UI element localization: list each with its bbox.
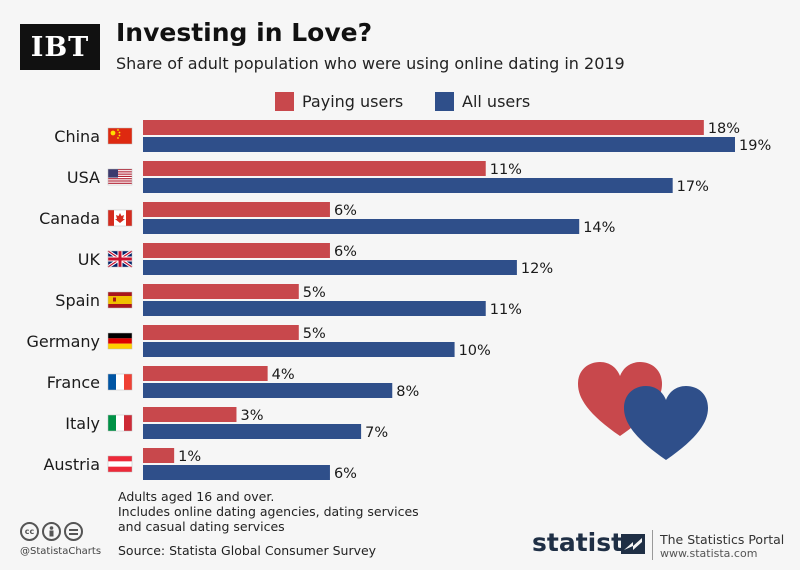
italy-flag-icon <box>107 414 133 432</box>
value-label-paying-usa: 11% <box>490 162 522 178</box>
legend-swatch-paying <box>275 92 294 111</box>
bar-paying-austria <box>143 448 175 463</box>
bar-all-germany <box>143 342 455 357</box>
category-label-france: France <box>47 373 100 392</box>
chart-subtitle: Share of adult population who were using… <box>116 54 625 73</box>
legend-label-paying: Paying users <box>302 92 404 111</box>
legend-item-paying: Paying users <box>275 92 403 111</box>
value-label-all-uk: 12% <box>521 261 553 277</box>
legend-swatch-all <box>435 92 454 111</box>
category-label-spain: Spain <box>55 291 100 310</box>
value-label-all-austria: 6% <box>334 466 357 482</box>
value-label-all-china: 19% <box>739 138 771 154</box>
statista-handle: @StatistaCharts <box>20 546 102 557</box>
chart-title: Investing in Love? <box>116 18 373 47</box>
no-derivatives-icon <box>64 522 83 541</box>
category-label-china: China <box>54 127 100 146</box>
value-label-paying-spain: 5% <box>303 285 326 301</box>
value-label-paying-germany: 5% <box>303 326 326 342</box>
bar-all-canada <box>143 219 580 234</box>
cc-icon: cc <box>20 522 39 541</box>
bar-all-usa <box>143 178 673 193</box>
bar-all-austria <box>143 465 330 480</box>
value-label-paying-france: 4% <box>272 367 295 383</box>
bar-all-spain <box>143 301 486 316</box>
france-flag-icon <box>107 373 133 391</box>
hearts-icon <box>578 362 708 460</box>
bar-paying-china <box>143 120 704 135</box>
bar-all-china <box>143 137 735 152</box>
canada-flag-icon <box>107 209 133 227</box>
category-label-uk: UK <box>78 250 101 269</box>
attribution-icon <box>42 522 61 541</box>
category-label-germany: Germany <box>26 332 100 351</box>
value-label-paying-italy: 3% <box>240 408 263 424</box>
bar-paying-canada <box>143 202 330 217</box>
license-icons: cc <box>20 522 83 541</box>
germany-flag-icon <box>107 332 133 350</box>
footnote-line-3: and casual dating services <box>118 519 285 534</box>
bar-all-italy <box>143 424 362 439</box>
value-label-all-france: 8% <box>396 384 419 400</box>
footnote-line-2: Includes online dating agencies, dating … <box>118 504 419 519</box>
legend-label-all: All users <box>462 92 531 111</box>
category-label-italy: Italy <box>65 414 100 433</box>
legend-item-all: All users <box>435 92 530 111</box>
bar-paying-germany <box>143 325 299 340</box>
bar-paying-italy <box>143 407 237 422</box>
brand-divider <box>652 530 653 560</box>
category-label-usa: USA <box>67 168 100 187</box>
uk-flag-icon <box>107 249 133 269</box>
bar-all-france <box>143 383 393 398</box>
value-label-all-usa: 17% <box>677 179 709 195</box>
category-label-austria: Austria <box>43 455 100 474</box>
footnote: Adults aged 16 and over. Includes online… <box>118 489 419 534</box>
bar-chart: China 18%19% USA 11% 17% Canada 6% 14% UK 6% 12% Sp… <box>26 120 771 482</box>
legend: Paying users All users <box>0 92 800 116</box>
bar-paying-france <box>143 366 268 381</box>
value-label-paying-uk: 6% <box>334 244 357 260</box>
value-label-all-italy: 7% <box>365 425 388 441</box>
bar-paying-spain <box>143 284 299 299</box>
portal-url: www.statista.com <box>660 547 758 560</box>
bar-paying-uk <box>143 243 330 258</box>
value-label-all-spain: 11% <box>490 302 522 318</box>
austria-flag-icon <box>107 455 133 473</box>
usa-flag-icon <box>107 168 133 186</box>
value-label-all-canada: 14% <box>583 220 615 236</box>
spain-flag-icon <box>107 291 133 309</box>
category-label-canada: Canada <box>39 209 100 228</box>
statista-mark-icon <box>621 534 645 554</box>
footnote-line-1: Adults aged 16 and over. <box>118 489 275 504</box>
bar-paying-usa <box>143 161 486 176</box>
bar-all-uk <box>143 260 517 275</box>
value-label-paying-canada: 6% <box>334 203 357 219</box>
source-note: Source: Statista Global Consumer Survey <box>118 543 377 558</box>
portal-label: The Statistics Portal <box>660 532 785 547</box>
value-label-all-germany: 10% <box>459 343 491 359</box>
ibt-logo: IBT <box>20 24 100 70</box>
value-label-paying-austria: 1% <box>178 449 201 465</box>
value-label-paying-china: 18% <box>708 121 740 137</box>
china-flag-icon <box>107 127 133 145</box>
